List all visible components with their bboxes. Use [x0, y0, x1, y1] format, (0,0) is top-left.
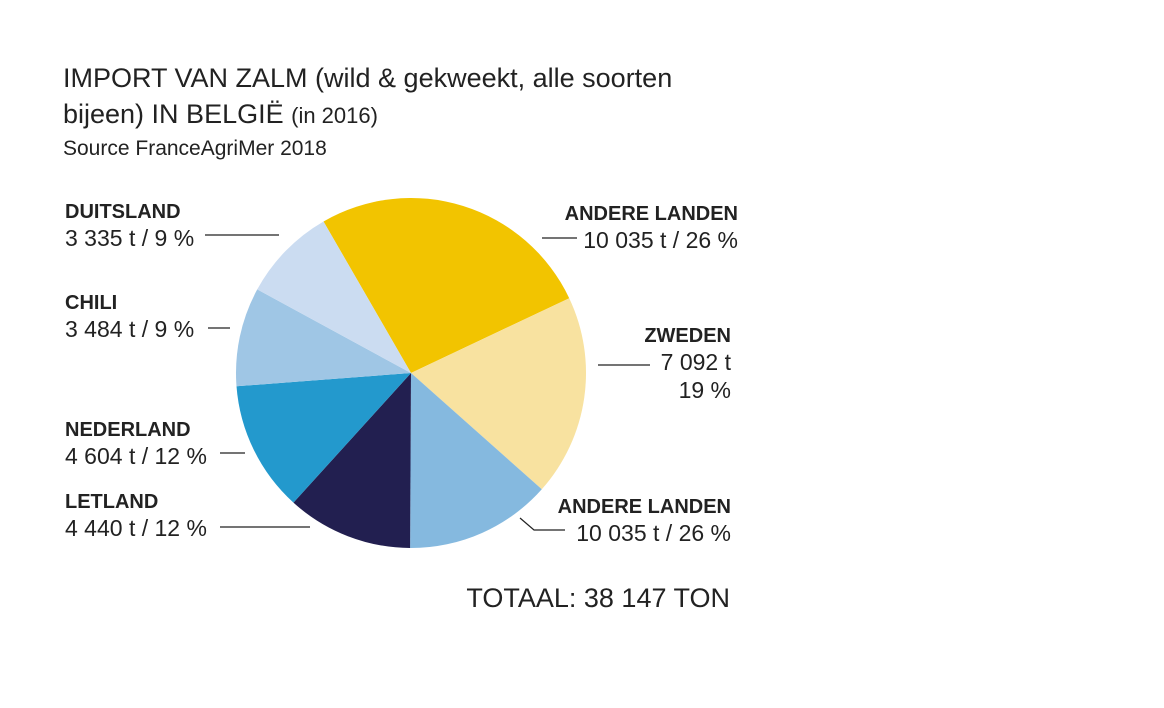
chart-source: Source FranceAgriMer 2018 [63, 137, 327, 160]
total-label: TOTAAL: 38 147 TON [466, 583, 730, 613]
slice-label-value: 4 604 t / 12 % [65, 443, 207, 469]
slice-label-name: NEDERLAND [65, 419, 191, 441]
pie-slice-chili-5 [235, 289, 411, 387]
chart-title: IMPORT VAN ZALM (wild & gekweekt, alle s… [63, 60, 743, 134]
chart-title-main: IMPORT VAN ZALM (wild & gekweekt, alle s… [63, 63, 673, 129]
slice-label-name: ANDERE LANDEN [558, 496, 731, 518]
slice-label-value: 3 335 t / 9 % [65, 225, 194, 251]
leader-line [519, 517, 565, 531]
pie-slice-andere-landen-2 [410, 373, 542, 549]
pie-slice-nederland-4 [236, 373, 411, 503]
slice-label-percent: 19 % [679, 377, 731, 403]
pie-slices [235, 198, 587, 549]
slice-label-name: ZWEDEN [644, 325, 731, 347]
slice-label-name: LETLAND [65, 491, 158, 513]
slice-label-name: DUITSLAND [65, 201, 181, 223]
slice-label-value: 7 092 t [661, 349, 732, 375]
slice-label-value: 10 035 t / 26 % [583, 227, 738, 253]
slice-label-value: 4 440 t / 12 % [65, 515, 207, 541]
slice-label-value: 10 035 t / 26 % [576, 520, 731, 546]
slice-label-value: 3 484 t / 9 % [65, 316, 194, 342]
pie-slice-letland-3 [293, 373, 411, 548]
chart-title-year: (in 2016) [291, 103, 378, 128]
pie-slice-duitsland-6 [257, 221, 411, 373]
pie-slice-zweden-1 [411, 298, 587, 490]
slice-label-name: CHILI [65, 292, 117, 314]
pie-slice-andere-landen-0 [323, 198, 570, 373]
slice-label-name: ANDERE LANDEN [565, 203, 738, 225]
